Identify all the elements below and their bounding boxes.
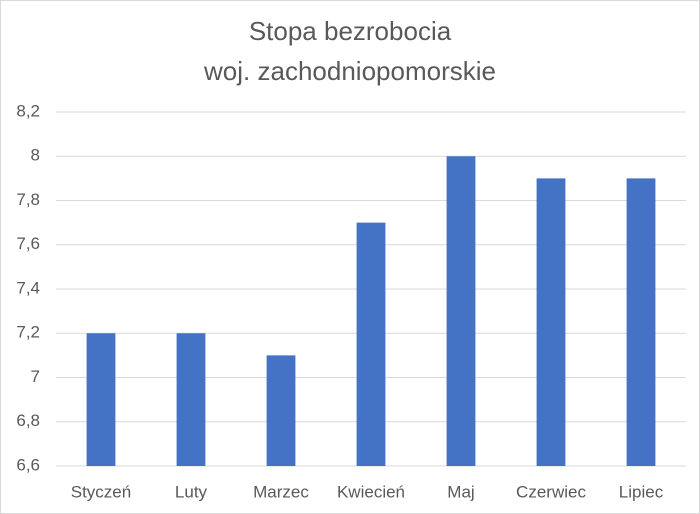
bar	[176, 333, 206, 466]
y-tick-label: 7,8	[16, 190, 40, 209]
y-tick-label: 7,2	[16, 323, 40, 342]
bar	[266, 355, 296, 466]
bar	[446, 156, 476, 466]
x-tick-label: Czerwiec	[516, 482, 586, 501]
chart-title: Stopa bezrobocia	[249, 16, 452, 46]
y-tick-label: 6,8	[16, 411, 40, 430]
bar	[86, 333, 116, 466]
x-tick-label: Luty	[175, 482, 208, 501]
bar	[356, 222, 386, 466]
y-tick-label: 7,4	[16, 278, 40, 297]
y-tick-label: 6,6	[16, 455, 40, 474]
bar	[626, 178, 656, 466]
x-tick-label: Styczeń	[71, 482, 131, 501]
bar	[536, 178, 566, 466]
x-tick-label: Kwiecień	[337, 482, 405, 501]
x-tick-label: Maj	[447, 482, 474, 501]
y-tick-label: 7	[31, 367, 40, 386]
chart-subtitle: woj. zachodniopomorskie	[203, 56, 496, 86]
y-tick-label: 8,2	[16, 101, 40, 120]
x-tick-label: Lipiec	[619, 482, 664, 501]
y-tick-label: 8	[31, 146, 40, 165]
y-tick-label: 7,6	[16, 234, 40, 253]
x-tick-label: Marzec	[253, 482, 309, 501]
